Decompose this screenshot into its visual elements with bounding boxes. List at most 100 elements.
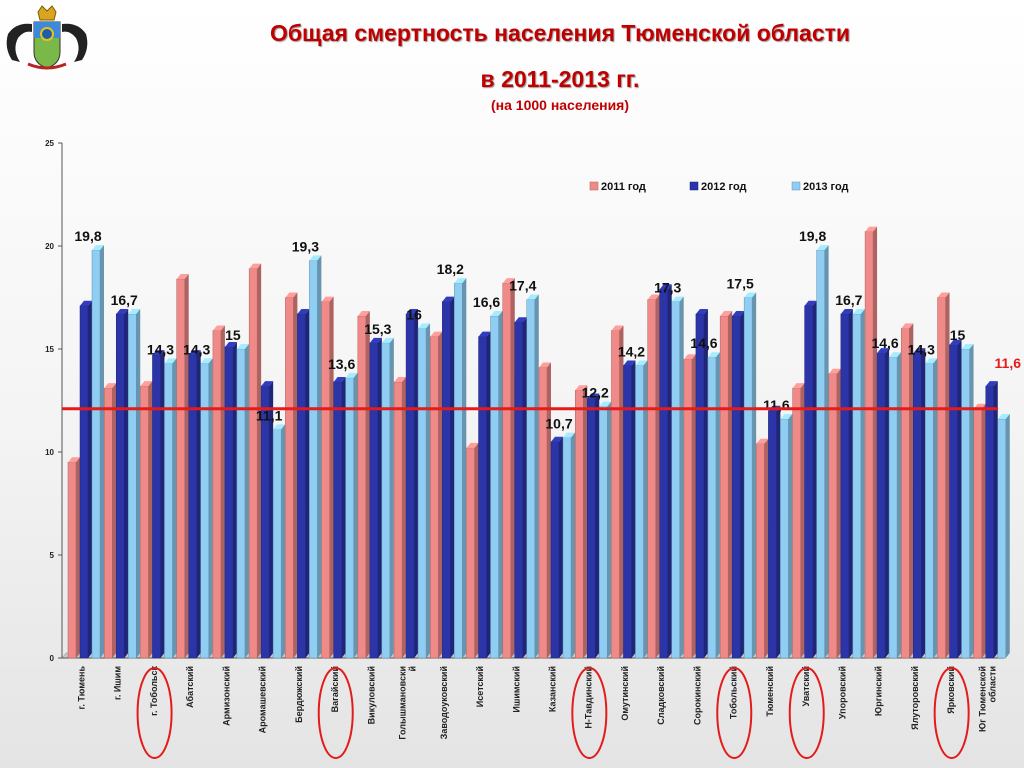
bar-front (683, 359, 693, 659)
bar-front (985, 385, 995, 659)
category-label: Армизонский (221, 666, 231, 726)
bar (357, 311, 370, 659)
bar (985, 381, 998, 659)
bar-side (559, 436, 563, 658)
bar (647, 294, 660, 659)
bar-side (752, 292, 757, 658)
bar-side (860, 308, 865, 658)
bar-side (836, 368, 841, 658)
bar-side (100, 245, 104, 658)
bar-side (631, 360, 636, 658)
bar-front (671, 301, 680, 659)
category-label: Аромашевский (258, 666, 268, 733)
category-label: Голышмановски (398, 666, 408, 740)
bar-side (305, 308, 310, 658)
bar-front (442, 301, 451, 659)
bar-front (514, 321, 524, 659)
bar-front (127, 313, 137, 659)
bar (719, 311, 733, 659)
bar (514, 317, 527, 659)
bar-front (405, 313, 415, 659)
bar-top (116, 308, 129, 314)
bar-front (369, 342, 379, 659)
bar (949, 339, 962, 659)
bar-front (333, 381, 342, 659)
category-label: Вагайский (330, 666, 340, 712)
bar-side (196, 350, 201, 658)
bar-front (538, 367, 548, 659)
bar-side (414, 308, 419, 658)
bar-side (244, 344, 249, 658)
bar (707, 352, 720, 659)
bar-side (619, 325, 624, 658)
bar-front (731, 315, 741, 659)
bar-front (816, 249, 825, 659)
bar (659, 284, 672, 659)
data-label: 19,3 (292, 238, 319, 254)
bar-side (402, 376, 407, 658)
bar-front (792, 387, 801, 659)
bar-front (430, 336, 439, 659)
bar-side (607, 401, 612, 658)
bar-side (353, 372, 358, 658)
bar (272, 424, 286, 659)
bar (562, 432, 575, 659)
bar-front (140, 385, 149, 659)
bar (200, 358, 213, 659)
category-label: Заводоуковский (439, 666, 449, 739)
data-label: 16,6 (473, 294, 500, 310)
bar-side (848, 308, 853, 658)
bar (381, 337, 394, 659)
category-label: Сорокинский (692, 666, 702, 725)
bar-front (756, 443, 765, 659)
category-label: Юргинский (874, 666, 884, 716)
bar-top (309, 255, 322, 261)
bar-side (667, 284, 672, 658)
bar-side (389, 337, 394, 658)
bar (683, 354, 696, 659)
bar (888, 352, 902, 659)
bar-side (679, 296, 684, 658)
bar-side (124, 308, 129, 658)
bar-front (659, 289, 668, 659)
bar (586, 393, 600, 659)
bar-front (381, 342, 391, 659)
bar-front (937, 297, 946, 659)
highlight-ellipse (317, 667, 354, 759)
data-label: 14,6 (690, 335, 717, 351)
bar-side (945, 292, 950, 658)
bar-front (417, 328, 427, 659)
data-label: 17,4 (509, 278, 536, 294)
bar (598, 401, 612, 659)
bar-front (562, 437, 572, 659)
bar-front (973, 408, 983, 659)
bar (442, 296, 455, 659)
bar-front (224, 346, 234, 659)
bar (454, 278, 467, 659)
legend: 2011 год 2012 год 2013 год (589, 181, 849, 193)
bar-side (160, 350, 165, 658)
bar (248, 263, 262, 659)
bar-front (297, 313, 306, 659)
data-label: 15,3 (364, 321, 391, 337)
bar-front (176, 278, 185, 659)
bar (635, 360, 648, 659)
category-label: Бердюжский (294, 666, 304, 723)
bar (478, 331, 491, 659)
highlight-ellipse (571, 667, 608, 759)
bar (913, 348, 926, 659)
bar (236, 344, 249, 659)
bar-side (184, 273, 189, 658)
y-tick-label: 20 (45, 242, 54, 251)
bar-front (828, 373, 838, 659)
bar-side (824, 245, 829, 658)
bar-side (655, 294, 660, 658)
bar (297, 308, 310, 659)
bar-front (115, 313, 125, 659)
bar-side (281, 424, 286, 658)
bar-front (743, 297, 753, 659)
data-label: 14,3 (147, 341, 174, 357)
data-label: 16,7 (835, 292, 862, 308)
bar (743, 292, 757, 659)
bar-side (981, 403, 986, 658)
